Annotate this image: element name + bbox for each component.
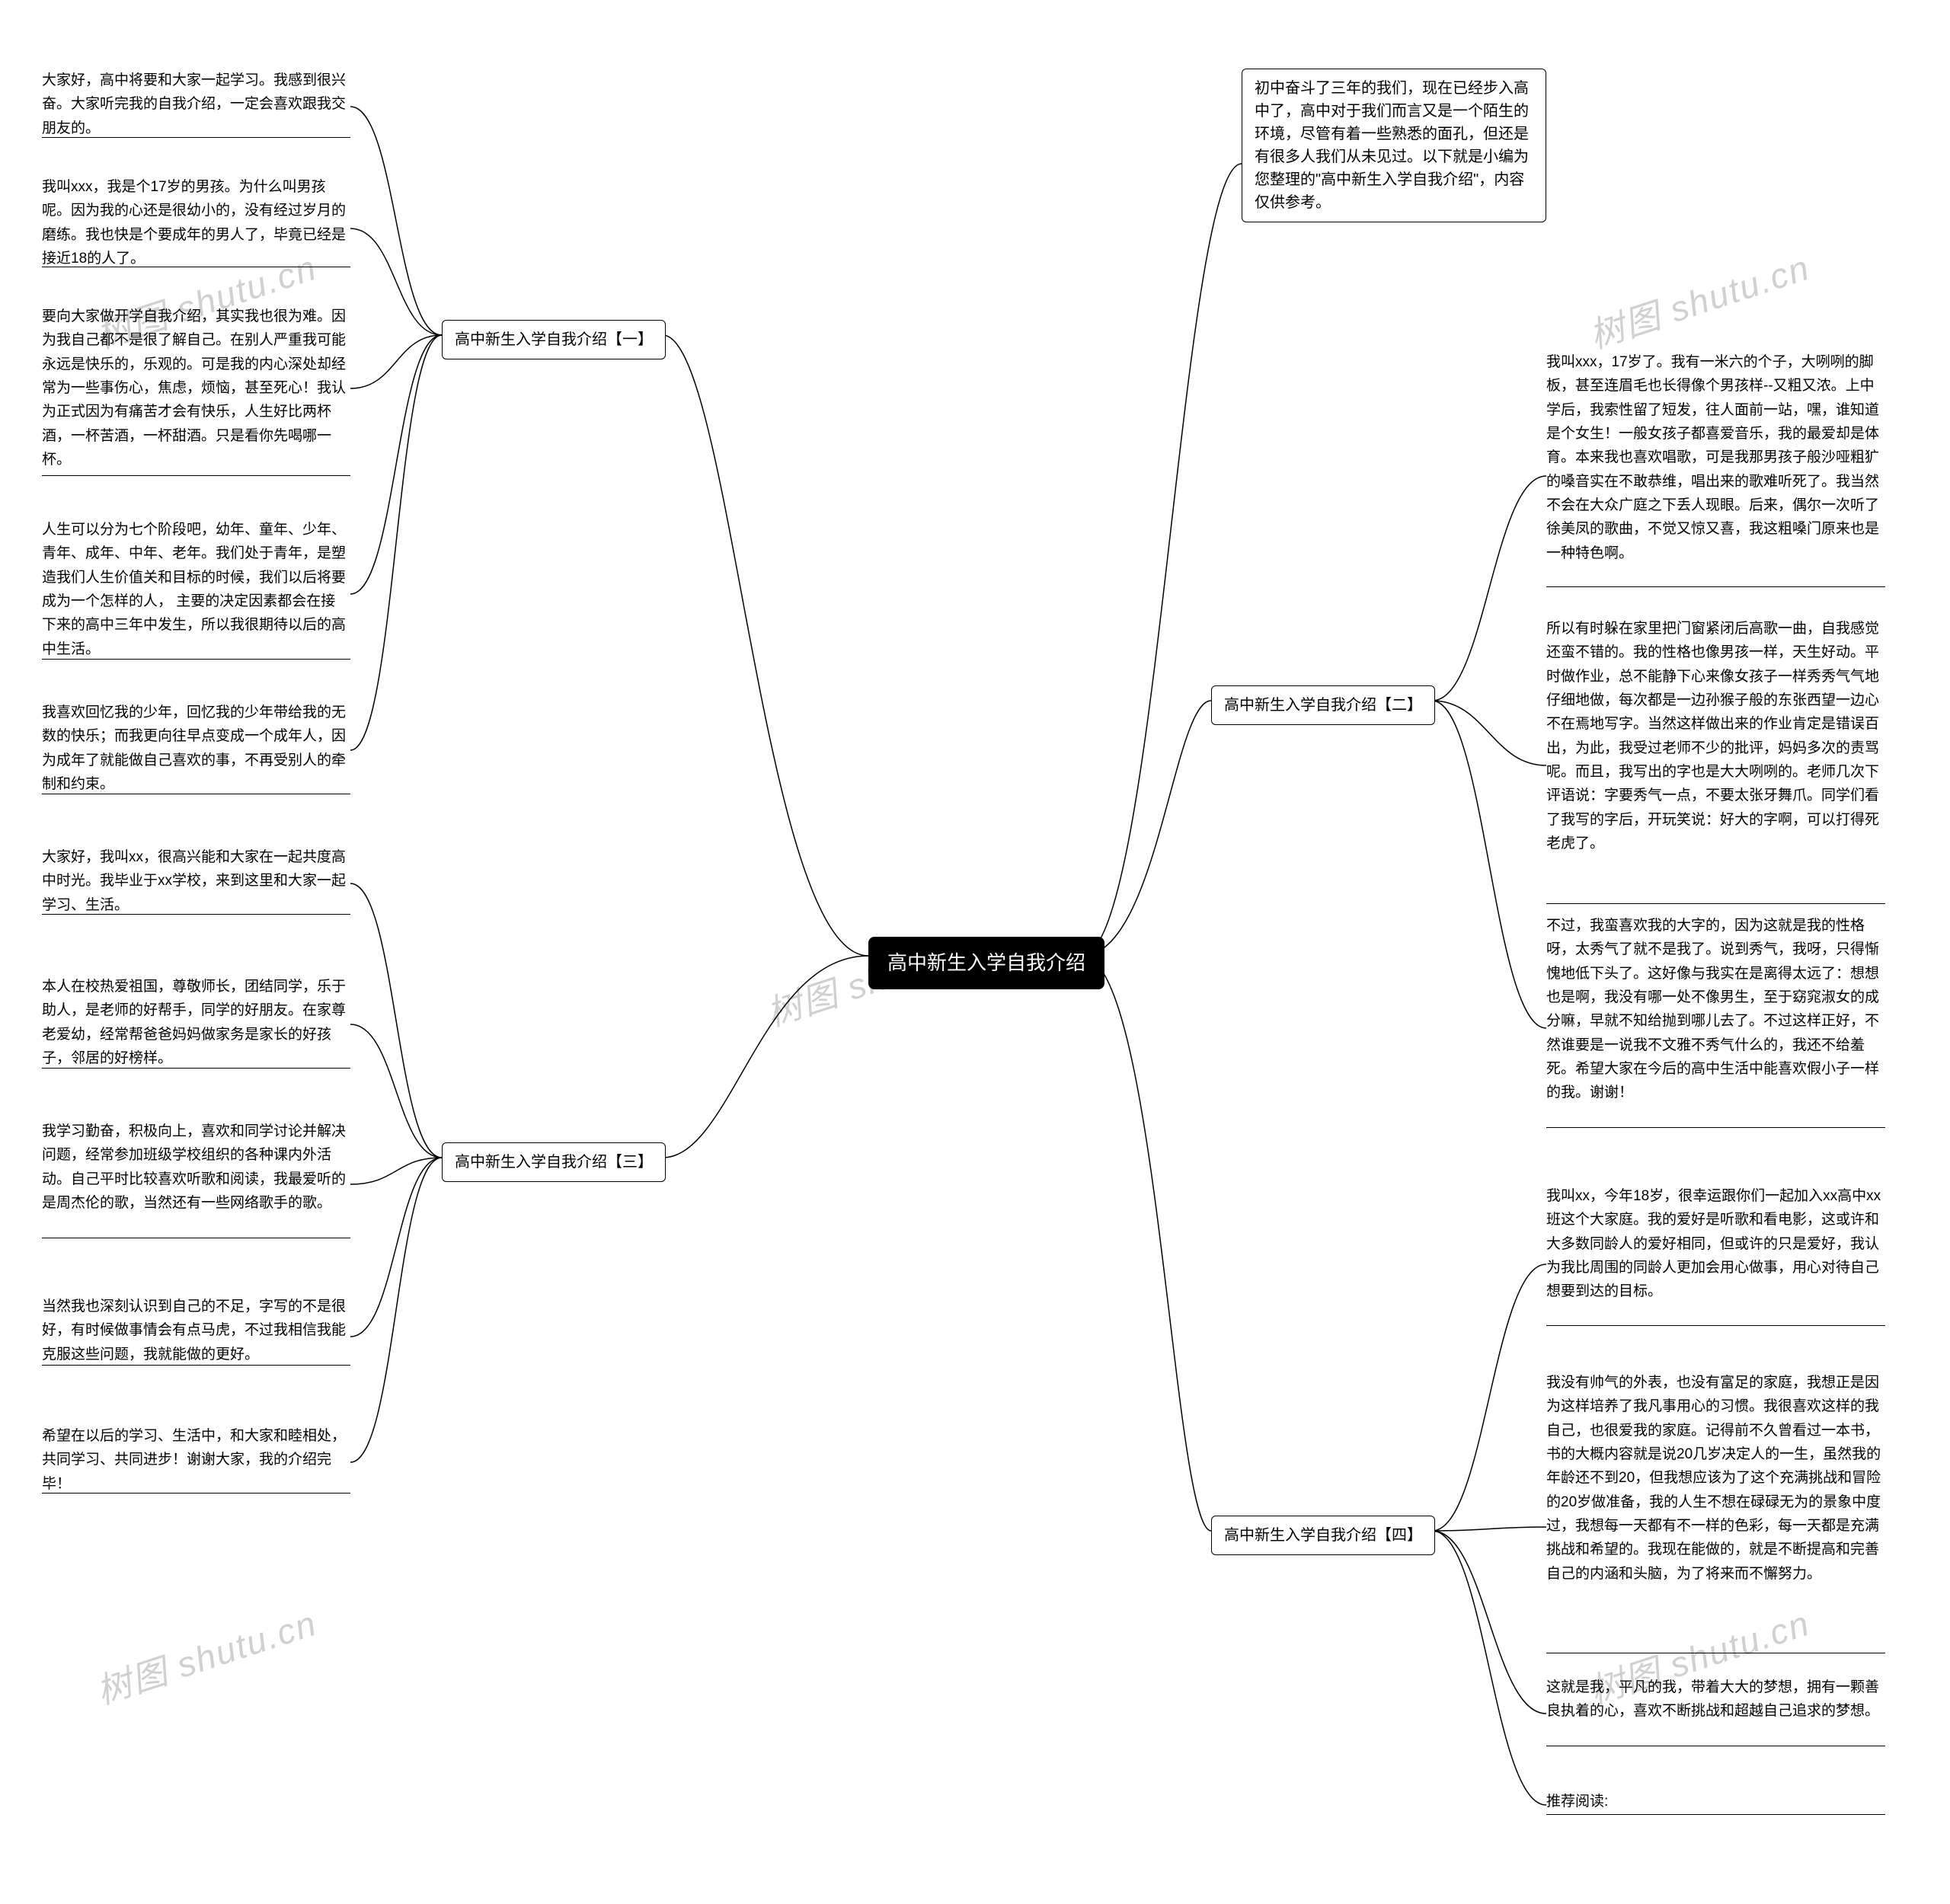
leaf-text: 推荐阅读: [1546, 1790, 1881, 1813]
edge [350, 883, 442, 1158]
leaf-text: 不过，我蛮喜欢我的大字的，因为这就是我的性格呀，太秀气了就不是我了。说到秀气，我… [1546, 914, 1881, 1105]
edge [1432, 1527, 1546, 1531]
leaf-underline [1546, 586, 1885, 587]
leaf-text: 所以有时躲在家里把门窗紧闭后高歌一曲，自我感觉还蛮不错的。我的性格也像男孩一样，… [1546, 617, 1881, 855]
leaf-underline [1546, 1127, 1885, 1128]
edge [350, 335, 442, 750]
edge [663, 335, 868, 956]
edge [350, 1024, 442, 1158]
edge [1432, 701, 1546, 765]
edge [1432, 1531, 1546, 1714]
leaf-underline [42, 475, 350, 476]
leaf-text: 当然我也深刻认识到自己的不足，字写的不是很好，有时候做事情会有点马虎，不过我相信… [42, 1295, 347, 1366]
edge [1082, 164, 1242, 956]
leaf-text: 我叫xxx，17岁了。我有一米六的个子，大咧咧的脚板，甚至连眉毛也长得像个男孩样… [1546, 350, 1881, 565]
watermark: 树图 shutu.cn [1582, 240, 1815, 359]
edge [350, 1158, 442, 1462]
leaf-text: 大家好，我叫xx，很高兴能和大家在一起共度高中时光。我毕业于xx学校，来到这里和… [42, 845, 347, 917]
branch-node-3[interactable]: 高中新生入学自我介绍【三】 [442, 1142, 666, 1182]
edge [350, 107, 442, 335]
leaf-text: 这就是我，平凡的我，带着大大的梦想，拥有一颗善良执着的心，喜欢不断挑战和超越自己… [1546, 1676, 1881, 1724]
leaf-text: 希望在以后的学习、生活中，和大家和睦相处，共同学习、共同进步！谢谢大家，我的介绍… [42, 1424, 347, 1496]
leaf-text: 我没有帅气的外表，也没有富足的家庭，我想正是因为这样培养了我凡事用心的习惯。我很… [1546, 1371, 1881, 1586]
mindmap-canvas: 树图 shutu.cn 树图 shutu.cn 树图 shutu.cn 树图 s… [0, 0, 1950, 1904]
leaf-text: 我学习勤奋，积极向上，喜欢和同学讨论并解决问题，经常参加班级学校组织的各种课内外… [42, 1120, 347, 1215]
root-node[interactable]: 高中新生入学自我介绍 [868, 937, 1104, 989]
edge [663, 956, 868, 1158]
leaf-underline [1546, 1814, 1885, 1815]
branch-node-4[interactable]: 高中新生入学自我介绍【四】 [1211, 1516, 1435, 1555]
edge [1432, 701, 1546, 1028]
leaf-text: 我喜欢回忆我的少年，回忆我的少年带给我的无数的快乐；而我更向往早点变成一个成年人… [42, 701, 347, 796]
leaf-underline [1546, 1325, 1885, 1326]
leaf-text: 我叫xxx，我是个17岁的男孩。为什么叫男孩呢。因为我的心还是很幼小的，没有经过… [42, 175, 347, 270]
edge [350, 228, 442, 335]
edge [1082, 956, 1211, 1531]
leaf-text: 要向大家做开学自我介绍，其实我也很为难。因为我自己都不是很了解自己。在别人严重我… [42, 305, 347, 471]
edge [1432, 1531, 1546, 1805]
edge [350, 1158, 442, 1337]
edge [350, 335, 442, 594]
leaf-text: 人生可以分为七个阶段吧，幼年、童年、少年、青年、成年、中年、老年。我们处于青年，… [42, 518, 347, 661]
edge [1432, 1264, 1546, 1531]
branch-node-2[interactable]: 高中新生入学自我介绍【二】 [1211, 685, 1435, 725]
leaf-text: 大家好，高中将要和大家一起学习。我感到很兴奋。大家听完我的自我介绍，一定会喜欢跟… [42, 69, 347, 140]
edge [350, 1158, 442, 1184]
edge [1432, 476, 1546, 701]
watermark: 树图 shutu.cn [89, 1596, 322, 1714]
leaf-text: 我叫xx，今年18岁，很幸运跟你们一起加入xx高中xx班这个大家庭。我的爱好是听… [1546, 1184, 1881, 1304]
edge [1082, 701, 1211, 956]
intro-node[interactable]: 初中奋斗了三年的我们，现在已经步入高中了，高中对于我们而言又是一个陌生的环境，尽… [1242, 69, 1546, 222]
branch-node-1[interactable]: 高中新生入学自我介绍【一】 [442, 320, 666, 359]
leaf-underline [1546, 903, 1885, 904]
edge [350, 335, 442, 388]
leaf-text: 本人在校热爱祖国，尊敬师长，团结同学，乐于助人，是老师的好帮手，同学的好朋友。在… [42, 975, 347, 1070]
